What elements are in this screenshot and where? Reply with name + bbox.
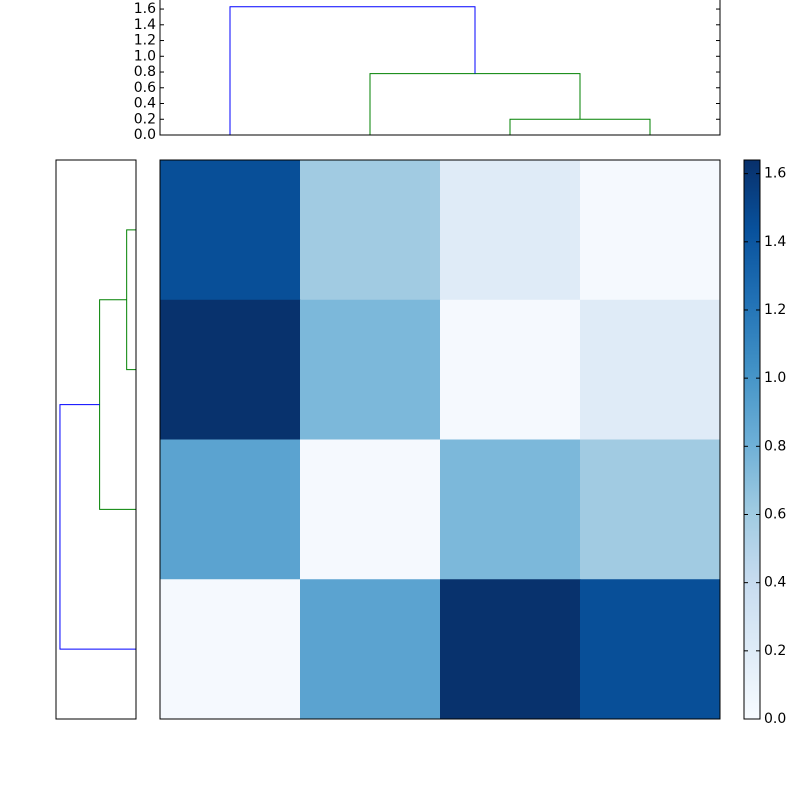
heatmap-cell: [440, 579, 581, 720]
y-tick-label: 0.2: [134, 111, 156, 127]
y-tick-label: 1.2: [134, 33, 156, 49]
heatmap-cell: [300, 579, 441, 720]
dendrogram-link: [59, 404, 136, 650]
colorbar-tick-label: 1.2: [764, 302, 786, 318]
heatmap-frame: [159, 159, 721, 720]
heatmap-cell: [580, 579, 721, 720]
heatmap-cell: [160, 439, 301, 580]
y-tick-label: 1.0: [134, 48, 156, 64]
heatmap-cell: [440, 160, 581, 301]
y-tick-label: 0.0: [134, 127, 156, 143]
heatmap-cell: [580, 160, 721, 301]
dendrogram-link: [369, 73, 581, 135]
colorbar-tick-label: 0.2: [764, 643, 786, 659]
colorbar-tick-label: 0.0: [764, 711, 786, 727]
heatmap-cell: [160, 160, 301, 301]
heatmap-cell: [160, 299, 301, 440]
dendrogram-link: [126, 229, 136, 371]
colorbar-tick-label: 0.6: [764, 506, 786, 522]
colorbar-tick-label: 1.4: [764, 234, 786, 250]
dendrogram-link: [229, 6, 476, 135]
heatmap-cell: [580, 299, 721, 440]
heatmap-cell: [440, 439, 581, 580]
heatmap-cell: [440, 299, 581, 440]
heatmap-cell: [580, 439, 721, 580]
y-tick-label: 1.4: [134, 17, 156, 33]
top-dendrogram-frame: [159, 0, 721, 136]
dendrogram-link: [99, 299, 136, 510]
heatmap-cell: [300, 299, 441, 440]
left-dendrogram-frame: [55, 159, 137, 720]
y-tick-label: 0.8: [134, 64, 156, 80]
dendrogram-link: [509, 118, 651, 135]
heatmap-cell: [300, 160, 441, 301]
colorbar: [743, 159, 761, 720]
colorbar-tick-label: 0.8: [764, 438, 786, 454]
colorbar-tick-label: 1.0: [764, 370, 786, 386]
heatmap-cell: [160, 579, 301, 720]
heatmap-cell: [300, 439, 441, 580]
colorbar-tick-label: 0.4: [764, 575, 786, 591]
y-tick-label: 0.4: [134, 96, 156, 112]
colorbar-tick-label: 1.6: [764, 166, 786, 182]
y-tick-label: 0.6: [134, 80, 156, 96]
y-tick-label: 1.6: [134, 1, 156, 17]
